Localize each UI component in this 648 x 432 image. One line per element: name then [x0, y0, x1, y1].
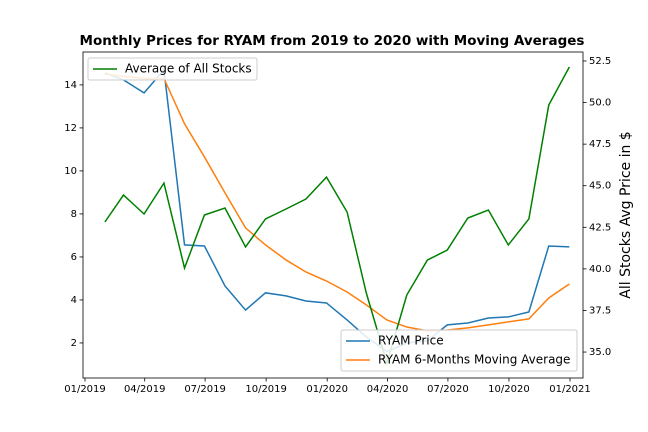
- y2-axis-label: All Stocks Avg Price in $: [618, 131, 634, 298]
- x-tick-label: 04/2020: [367, 384, 409, 395]
- y2-tick-label: 37.5: [589, 305, 611, 316]
- y2-tick-label: 45.0: [589, 181, 611, 192]
- x-tick-label: 01/2021: [549, 384, 591, 395]
- legend-label: Average of All Stocks: [125, 62, 252, 76]
- y2-tick-label: 47.5: [589, 139, 611, 150]
- legend: Average of All Stocks: [87, 57, 258, 81]
- y-tick-label: 12: [64, 123, 77, 134]
- y-tick-label: 10: [64, 166, 77, 177]
- legend: RYAM Price RYAM 6-Months Moving Average: [340, 329, 578, 372]
- y2-tick-label: 42.5: [589, 222, 611, 233]
- x-tick-label: 01/2020: [306, 384, 348, 395]
- y2-tick-label: 35.0: [589, 347, 611, 358]
- data-line: [104, 68, 570, 353]
- data-line: [104, 73, 570, 332]
- data-line: [104, 66, 570, 366]
- plot-area: [104, 66, 570, 366]
- legend-label: RYAM 6-Months Moving Average: [378, 353, 570, 367]
- legend-label: RYAM Price: [378, 334, 444, 348]
- y-tick-label: 14: [64, 80, 77, 91]
- y2-tick-label: 40.0: [589, 264, 611, 275]
- x-tick-label: 10/2019: [245, 384, 287, 395]
- chart-title: Monthly Prices for RYAM from 2019 to 202…: [80, 33, 585, 49]
- y-tick-label: 4: [71, 295, 77, 306]
- legend-box: [87, 57, 258, 81]
- y-tick-label: 6: [71, 252, 77, 263]
- x-tick-label: 10/2020: [488, 384, 530, 395]
- legend-box: [340, 329, 578, 372]
- y2-tick-label: 50.0: [589, 98, 611, 109]
- y2-tick-label: 52.5: [589, 56, 611, 67]
- x-tick-label: 07/2019: [184, 384, 226, 395]
- y-tick-label: 8: [71, 209, 77, 220]
- x-tick-label: 01/2019: [64, 384, 106, 395]
- x-tick-label: 07/2020: [427, 384, 469, 395]
- x-tick-label: 04/2019: [124, 384, 166, 395]
- y-tick-label: 2: [71, 338, 77, 349]
- plot-frame: [82, 51, 584, 379]
